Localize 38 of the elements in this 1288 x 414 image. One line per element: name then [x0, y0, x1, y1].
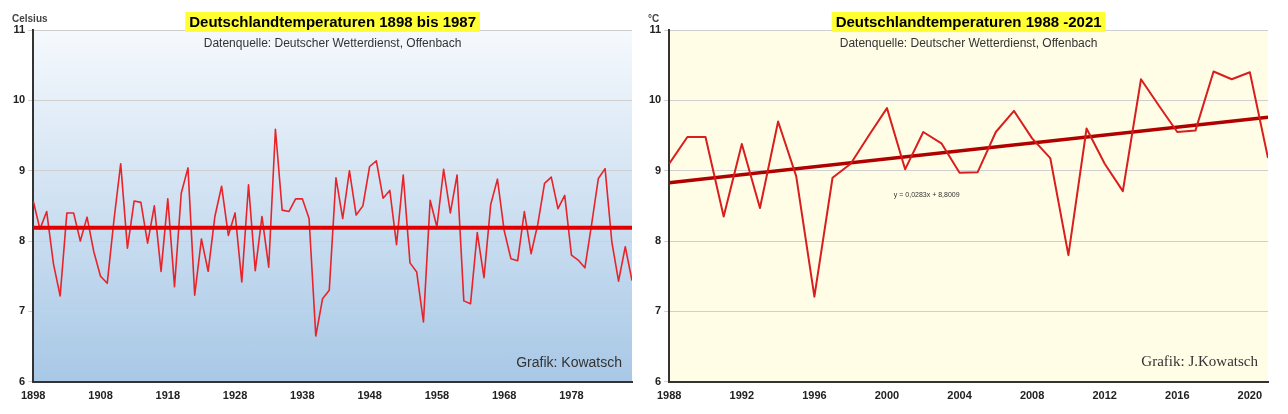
annotation: Grafik: Kowatsch [516, 353, 622, 370]
x-tick-label: 2012 [1092, 389, 1117, 402]
x-tick-label: 1996 [802, 389, 827, 402]
x-tick-label: 2020 [1237, 389, 1263, 402]
y-tick-label: 10 [12, 93, 26, 106]
x-tick-label: 2004 [947, 389, 973, 402]
chart-title: Deutschlandtemperaturen 1988 -2021 [835, 12, 1102, 30]
y-axis-title: Celsius [12, 12, 49, 24]
y-tick-label: 8 [655, 234, 662, 247]
y-tick-label: 6 [19, 374, 26, 387]
y-tick-label: 11 [649, 23, 662, 36]
y-axis-title: °C [648, 12, 660, 24]
chart-title: Deutschlandtemperaturen 1898 bis 1987 [189, 12, 477, 30]
y-tick-label: 11 [13, 23, 26, 36]
x-tick-label: 1918 [155, 389, 181, 402]
x-tick-label: 1968 [491, 389, 517, 402]
y-tick-label: 10 [648, 93, 662, 106]
x-tick-label: 2008 [1019, 389, 1045, 402]
x-tick-label: 1948 [357, 389, 382, 402]
x-tick-label: 1958 [424, 389, 450, 402]
y-tick-label: 9 [19, 163, 26, 176]
x-tick-label: 1978 [559, 389, 584, 402]
x-tick-label: 1928 [222, 389, 248, 402]
y-tick-label: 9 [655, 163, 662, 176]
text: Datenquelle: Deutscher Wetterdienst, Offenbach [203, 36, 462, 51]
x-tick-label: 2016 [1165, 389, 1190, 402]
text: Datenquelle: Deutscher Wetterdienst, Offenbach [839, 36, 1098, 51]
y-tick-label: 7 [655, 304, 662, 317]
annotation: Grafik: J.Kowatsch [1141, 353, 1259, 370]
x-tick-label: 1908 [88, 389, 113, 402]
y-tick-label: 6 [655, 374, 662, 387]
x-tick-label: 1992 [729, 389, 755, 402]
y-tick-label: 8 [19, 234, 26, 247]
y-tick-label: 7 [19, 304, 26, 317]
x-tick-label: 1988 [656, 389, 682, 402]
x-tick-label: 2000 [874, 389, 900, 402]
x-tick-label: 1938 [290, 389, 315, 402]
x-tick-label: 1898 [20, 389, 46, 402]
